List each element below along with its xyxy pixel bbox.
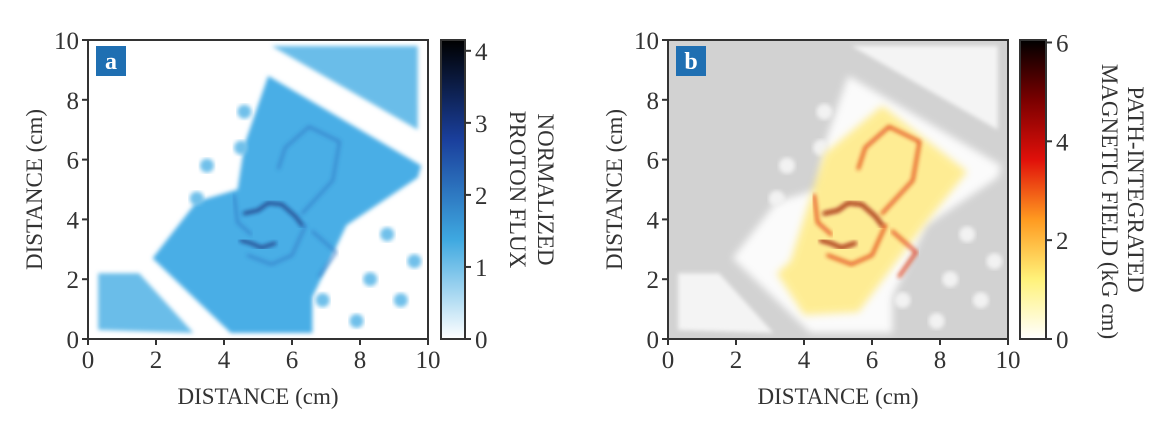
- magnetic-field-filament: [826, 223, 888, 266]
- x-tick-label: 0: [662, 347, 675, 374]
- proton-flux-spot: [189, 191, 204, 206]
- y-tick-label: 4: [647, 207, 660, 234]
- colorbar-label: MAGNETIC FIELD (kG cm): [1097, 64, 1122, 339]
- proton-flux-caustic: [311, 230, 338, 278]
- colorbar-tick-label: 1: [475, 255, 488, 282]
- y-tick-label: 2: [647, 267, 660, 294]
- x-axis-label: DISTANCE (cm): [177, 384, 338, 409]
- field-spot: [813, 139, 829, 156]
- proton-flux-caustic: [239, 238, 277, 250]
- x-tick-label: 8: [934, 347, 947, 374]
- proton-flux-caustic: [277, 125, 341, 215]
- proton-flux-spot: [234, 140, 248, 155]
- colorbar-tick-label: 4: [1056, 129, 1069, 156]
- colorbar-tick-label: 6: [1056, 30, 1069, 57]
- y-tick-label: 4: [67, 207, 80, 234]
- colorbar-tick-label: 0: [1056, 327, 1069, 354]
- x-tick-label: 8: [354, 347, 367, 374]
- field-spot: [894, 292, 911, 309]
- colorbar-tick-label: 4: [475, 39, 488, 66]
- y-tick-label: 8: [67, 88, 80, 115]
- y-axis-label: DISTANCE (cm): [602, 109, 627, 270]
- y-axis-label: DISTANCE (cm): [22, 109, 47, 270]
- magnetic-field-filament: [819, 238, 857, 250]
- x-tick-label: 10: [416, 347, 441, 374]
- proton-flux-spot: [393, 293, 408, 308]
- proton-flux-region: [271, 46, 418, 130]
- panel-label-box: [96, 46, 126, 76]
- proton-flux-caustic: [242, 201, 304, 227]
- proton-flux-spot: [237, 104, 252, 119]
- proton-flux-caustic: [233, 194, 253, 236]
- colorbar-label: PATH-INTEGRATED: [1123, 86, 1148, 292]
- x-tick-label: 2: [150, 347, 163, 374]
- magnetic-field-filament: [822, 201, 885, 228]
- x-tick-label: 0: [82, 347, 95, 374]
- axes-frame: [667, 39, 1009, 340]
- axes-frame: [87, 39, 429, 340]
- y-tick-label: 8: [647, 88, 660, 115]
- panel-label-box: [676, 46, 706, 76]
- y-tick-label: 6: [67, 148, 80, 175]
- colorbar-tick-label: 3: [475, 111, 488, 138]
- field-region-light: [678, 273, 774, 333]
- proton-flux-caustic: [246, 224, 307, 266]
- x-tick-label: 10: [996, 347, 1021, 374]
- heatmap-image: [88, 40, 428, 339]
- x-tick-label: 6: [286, 347, 299, 374]
- y-tick-label: 0: [647, 327, 660, 354]
- field-region-light: [851, 46, 998, 130]
- x-tick-label: 6: [866, 347, 879, 374]
- magnetic-field-filament: [856, 125, 922, 215]
- panel-label: a: [105, 49, 117, 75]
- magnetic-field-filament: [812, 194, 833, 236]
- colorbar-tick-label: 2: [1056, 228, 1069, 255]
- field-spot: [816, 103, 833, 120]
- proton-flux-spot: [407, 254, 422, 269]
- magnetic-field-region: [776, 105, 968, 316]
- proton-flux-region: [98, 273, 194, 333]
- panel-b: b 0 2 4 6 8 10 0 2 4 6 8 10 DISTANCE (cm) DISTANCE (cm…: [602, 28, 1148, 409]
- x-tick-label: 2: [730, 347, 743, 374]
- colorbar: [1019, 39, 1047, 340]
- colorbar-tick-label: 2: [475, 183, 488, 210]
- proton-flux-spot: [349, 314, 364, 329]
- colorbar-label: NORMALIZED: [533, 113, 558, 265]
- field-spot: [942, 271, 959, 288]
- proton-flux-spot: [315, 293, 330, 308]
- heatmap-image: [668, 40, 1008, 339]
- x-tick-label: 4: [218, 347, 231, 374]
- proton-flux-region: [152, 75, 422, 334]
- x-axis-label: DISTANCE (cm): [757, 384, 918, 409]
- field-spot: [768, 190, 785, 207]
- y-tick-label: 0: [67, 327, 80, 354]
- y-tick-label: 2: [67, 267, 80, 294]
- panel-label: b: [684, 49, 697, 75]
- y-tick-label: 10: [54, 28, 79, 55]
- field-spot: [928, 313, 945, 330]
- proton-flux-spot: [200, 158, 214, 173]
- colorbar: [440, 39, 466, 340]
- colorbar-label: PROTON FLUX: [505, 111, 530, 269]
- proton-flux-spot: [380, 227, 395, 242]
- x-tick-label: 4: [798, 347, 811, 374]
- magnetic-field-filament: [890, 229, 918, 278]
- field-spot: [959, 226, 976, 243]
- proton-flux-spot: [363, 272, 378, 287]
- colorbar-tick-label: 0: [475, 327, 488, 354]
- field-spot: [779, 157, 795, 174]
- field-spot: [972, 292, 989, 309]
- field-spot: [986, 253, 1003, 270]
- y-tick-label: 6: [647, 148, 660, 175]
- y-tick-label: 10: [634, 28, 659, 55]
